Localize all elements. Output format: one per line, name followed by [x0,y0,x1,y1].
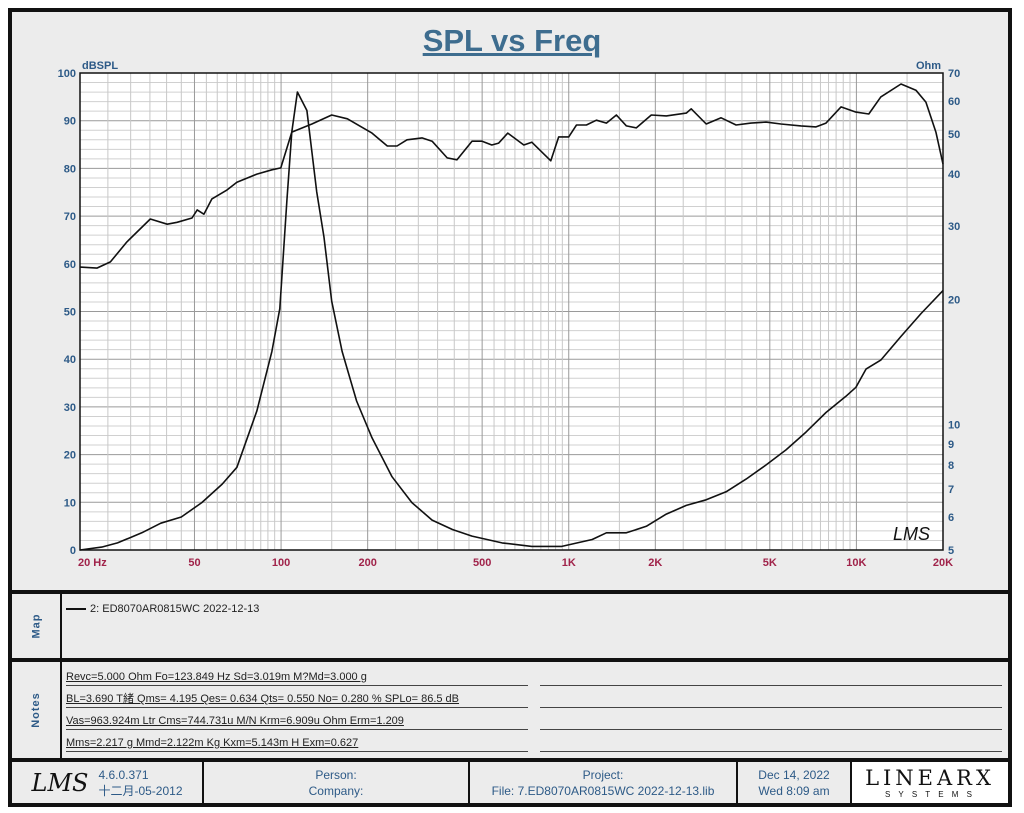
y-right-tick-label: 60 [948,96,960,108]
note-line: Vas=963.924m Ltr Cms=744.731u M/N Krm=6.… [66,714,528,730]
y-right-tick-label: 6 [948,512,954,524]
notes-label: Notes [30,692,42,728]
legend-text: 2: ED8070AR0815WC 2022-12-13 [90,603,260,615]
note-line: Revc=5.000 Ohm Fo=123.849 Hz Sd=3.019m M… [66,670,528,686]
x-tick-label: 500 [473,557,491,569]
legend-line-swatch [66,608,86,610]
x-tick-label: 50 [188,557,200,569]
y-left-tick-label: 30 [64,402,76,414]
y-left-tick-label: 40 [64,354,76,366]
x-tick-label: 200 [358,557,376,569]
note-blank-line [540,714,1002,730]
footer-project-cell: Project: File: 7.ED8070AR0815WC 2022-12-1… [470,762,736,803]
person-label: Person: [315,767,357,782]
lms-watermark: LMS [893,524,930,544]
x-tick-label: 20 Hz [78,557,107,569]
y-left-tick-label: 90 [64,116,76,128]
footer-person-cell: Person: Company: [204,762,468,803]
note-blank-line [540,736,1002,752]
file-name: File: 7.ED8070AR0815WC 2022-12-13.lib [491,783,715,798]
y-right-tick-label: 8 [948,460,954,472]
y-left-tick-label: 0 [70,545,76,557]
y-left-tick-label: 80 [64,163,76,175]
note-line: BL=3.690 T緒 Qms= 4.195 Qes= 0.634 Qts= 0… [66,692,528,708]
note-blank-line [540,692,1002,708]
x-tick-label: 100 [272,557,290,569]
date: Dec 14, 2022 [758,767,830,782]
footer-date-cell: Dec 14, 2022 Wed 8:09 am [738,762,850,803]
x-tick-label: 20K [933,557,953,569]
y-left-tick-label: 20 [64,450,76,462]
report-frame: SPL vs Freq dBSPL Ohm 0 10 20 30 40 50 60 70 80 90 1… [8,8,1012,807]
time: Wed 8:09 am [758,783,830,798]
x-tick-label: 5K [763,557,777,569]
y-right-tick-label: 9 [948,439,954,451]
footer-version-cell: LMS 4.6.0.371 十二月-05-2012 [12,762,202,803]
version: 4.6.0.371 [98,767,149,782]
impedance-curve [79,91,944,551]
y-right-tick-label: 70 [948,68,960,80]
graph-panel: SPL vs Freq dBSPL Ohm 0 10 20 30 40 50 60 70 80 90 1… [12,12,1008,590]
footer: LMS 4.6.0.371 十二月-05-2012 Person: Company:… [12,762,1008,803]
map-label: Map [30,613,42,639]
y-right-tick-label: 20 [948,294,960,306]
x-tick-label: 2K [648,557,662,569]
y-right-tick-label: 7 [948,484,954,496]
y-right-tick-label: 10 [948,420,960,432]
y-left-tick-label: 70 [64,211,76,223]
y-left-tick-label: 10 [64,497,76,509]
linearx-logo: LINEARX S Y S T E M S [852,762,1008,803]
y-right-tick-label: 40 [948,169,960,181]
spl-curve [79,83,944,269]
chart-title: SPL vs Freq [422,23,602,58]
spl-chart: dBSPL Ohm 0 10 20 30 40 50 60 70 80 90 100 5 6 7 8 9 10 20 3… [58,60,961,569]
company-label: Company: [308,783,364,798]
map-side-label: Map [12,594,62,658]
project-label: Project: [582,767,624,782]
notes-side-label: Notes [12,662,62,758]
brand-sub: S Y S T E M S [885,789,975,799]
y-left-tick-label: 50 [64,307,76,319]
notes-section: Notes Revc=5.000 Ohm Fo=123.849 Hz Sd=3.… [12,662,1008,758]
x-tick-label: 10K [846,557,866,569]
x-tick-label: 1K [562,557,576,569]
legend-entry: 2: ED8070AR0815WC 2022-12-13 [66,603,259,615]
y-right-tick-label: 30 [948,221,960,233]
y-right-tick-label: 5 [948,545,954,557]
y-axis-right-label: Ohm [916,60,941,72]
note-line: Mms=2.217 g Mmd=2.122m Kg Kxm=5.143m H E… [66,736,528,752]
lms-logo: LMS [31,768,89,797]
brand-name: LINEARX [865,765,995,790]
y-right-tick-label: 50 [948,129,960,141]
plot-border [79,72,944,551]
map-section: Map 2: ED8070AR0815WC 2022-12-13 [12,594,1008,658]
build-date: 十二月-05-2012 [98,783,183,798]
note-blank-line [540,670,1002,686]
y-left-tick-label: 100 [58,68,76,80]
y-left-tick-label: 60 [64,259,76,271]
y-axis-left-label: dBSPL [82,60,118,72]
